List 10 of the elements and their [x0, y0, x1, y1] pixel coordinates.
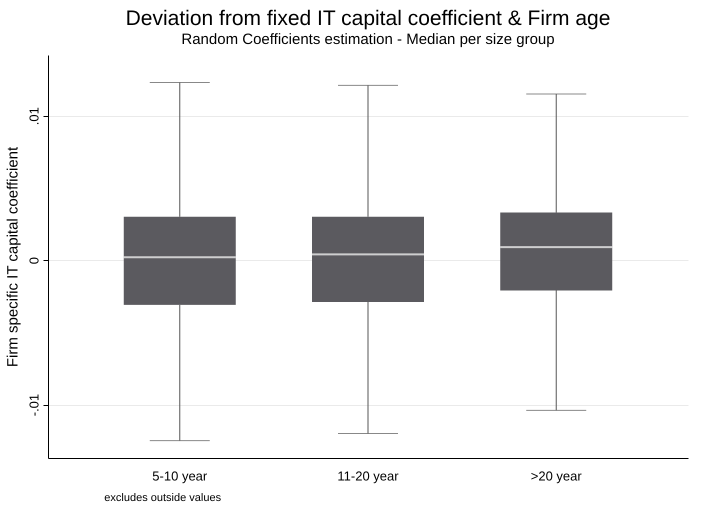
text: excludes outside values [104, 492, 222, 504]
y-tick-label: -.01 [26, 394, 42, 416]
y-tick-label: .01 [26, 107, 42, 126]
x-tick-label: >20 year [530, 468, 582, 484]
chart-title: Deviation from fixed IT capital coefficient & Firm age [126, 7, 610, 30]
y-tick-label: 0 [26, 256, 42, 264]
chart-subtitle: Random Coefficients estimation - Median per size group [181, 31, 555, 48]
y-axis-title: Firm specific IT capital coefficient [4, 146, 22, 368]
x-tick-label: 5-10 year [152, 468, 208, 484]
x-tick-label: 11-20 year [337, 468, 400, 484]
